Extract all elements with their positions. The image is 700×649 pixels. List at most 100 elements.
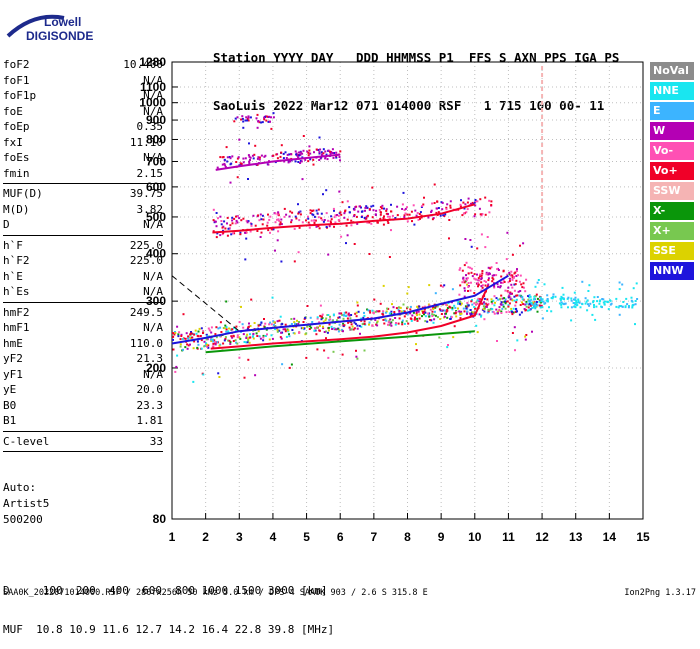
echo-point xyxy=(398,310,401,312)
echo-point xyxy=(467,272,470,275)
echo-point xyxy=(510,310,513,312)
echo-point xyxy=(189,343,191,346)
echo-point xyxy=(238,356,241,359)
echo-point xyxy=(363,314,366,317)
echo-point xyxy=(172,335,175,338)
echo-point xyxy=(467,304,470,307)
echo-point xyxy=(311,213,314,216)
echo-point xyxy=(337,219,340,221)
echo-point xyxy=(371,324,374,327)
echo-point xyxy=(414,316,416,319)
echo-point xyxy=(217,327,220,330)
echo-point xyxy=(533,302,536,305)
echo-point xyxy=(358,324,361,327)
param-name: h`F2 xyxy=(3,254,30,267)
echo-point xyxy=(350,314,353,316)
echo-point xyxy=(210,326,213,329)
echo-point xyxy=(457,208,460,211)
echo-point xyxy=(563,303,565,306)
echo-point xyxy=(176,354,179,357)
echo-point xyxy=(280,218,283,221)
echo-point xyxy=(464,238,467,240)
param-row: D N/A xyxy=(3,217,163,233)
echo-point xyxy=(221,156,224,159)
param-name: hmF1 xyxy=(3,321,30,334)
echo-point xyxy=(227,227,230,230)
echo-point xyxy=(467,286,470,288)
echo-point xyxy=(226,234,229,237)
echo-point xyxy=(446,304,448,307)
echo-point xyxy=(579,306,582,309)
echo-point xyxy=(486,236,489,238)
echo-point xyxy=(339,159,341,162)
echo-point xyxy=(390,321,393,324)
echo-point xyxy=(182,313,185,316)
echo-point xyxy=(631,304,634,307)
echo-point xyxy=(363,349,366,352)
echo-point xyxy=(283,207,286,210)
legend-item: W xyxy=(650,122,694,140)
echo-point xyxy=(584,302,587,305)
param-row: foF1p N/A xyxy=(3,88,163,104)
echo-point xyxy=(503,300,506,303)
param-row: foF2 10.400 xyxy=(3,57,163,73)
echo-point xyxy=(175,365,178,368)
echo-point xyxy=(278,219,280,222)
echo-point xyxy=(248,328,250,331)
echo-point xyxy=(493,312,496,315)
echo-point xyxy=(257,324,260,327)
param-value: N/A xyxy=(143,218,163,231)
echo-point xyxy=(570,306,573,309)
echo-point xyxy=(466,307,469,310)
echo-point xyxy=(232,340,235,342)
echo-point xyxy=(270,323,273,326)
echo-point xyxy=(481,284,484,287)
echo-point xyxy=(330,151,333,153)
echo-point xyxy=(388,320,391,323)
echo-point xyxy=(430,211,433,213)
echo-point xyxy=(295,217,298,220)
echo-point xyxy=(244,157,247,160)
echo-point xyxy=(353,209,356,211)
echo-point xyxy=(276,157,279,160)
echo-point xyxy=(338,156,341,158)
echo-point xyxy=(595,305,598,308)
legend-item: NoVal xyxy=(650,62,694,80)
echo-point xyxy=(411,220,413,223)
echo-point xyxy=(214,341,217,344)
echo-point xyxy=(320,315,323,318)
echo-point xyxy=(220,223,223,226)
echo-point xyxy=(312,163,315,166)
echo-point xyxy=(325,189,328,192)
echo-point xyxy=(257,156,260,159)
echo-point xyxy=(474,204,477,207)
echo-point xyxy=(376,321,378,324)
echo-point xyxy=(477,279,480,282)
echo-point xyxy=(231,155,234,158)
echo-point xyxy=(484,302,487,305)
echo-point xyxy=(415,331,418,334)
echo-point xyxy=(269,231,271,234)
echo-point xyxy=(478,313,481,316)
echo-point xyxy=(191,332,194,335)
echo-point xyxy=(551,297,554,300)
echo-point xyxy=(251,154,254,157)
echo-point xyxy=(322,327,325,330)
echo-point xyxy=(349,317,352,320)
echo-point xyxy=(458,310,461,313)
echo-point xyxy=(252,214,255,217)
echo-point xyxy=(253,153,256,156)
echo-point xyxy=(212,208,215,211)
echo-point xyxy=(507,281,510,284)
echo-point xyxy=(449,318,452,320)
echo-point xyxy=(481,302,484,305)
echo-point xyxy=(465,261,468,264)
echo-point xyxy=(299,151,302,154)
echo-point xyxy=(439,212,442,215)
echo-point xyxy=(546,309,549,312)
echo-point xyxy=(405,312,408,315)
echo-point xyxy=(322,320,325,323)
auto-label: Auto: xyxy=(3,481,37,494)
echo-point xyxy=(403,216,406,218)
echo-point xyxy=(533,301,536,304)
